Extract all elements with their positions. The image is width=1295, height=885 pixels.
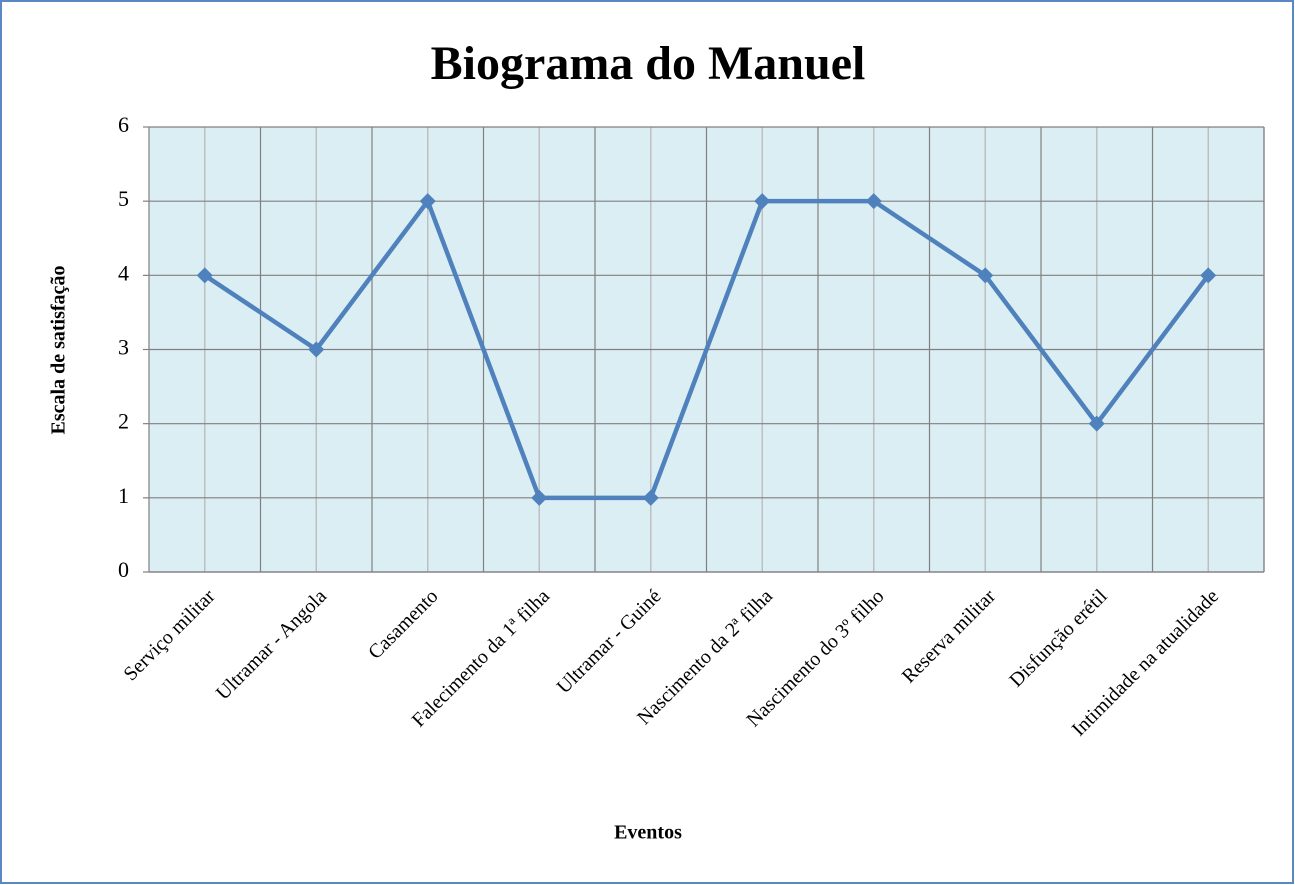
y-tick-label: 1 xyxy=(118,483,129,508)
point-marker xyxy=(1200,267,1217,284)
x-axis-label: Eventos xyxy=(614,822,682,844)
y-tick-label: 0 xyxy=(118,557,129,582)
point-marker xyxy=(531,489,548,506)
point-marker xyxy=(865,193,882,210)
y-tick-label: 3 xyxy=(118,335,129,360)
point-marker xyxy=(754,193,771,210)
y-tick-label: 5 xyxy=(118,186,129,211)
chart-title: Biograma do Manuel xyxy=(431,37,866,90)
point-marker xyxy=(419,193,436,210)
series-line xyxy=(203,198,1211,501)
point-marker xyxy=(308,341,325,358)
y-tick-label: 6 xyxy=(118,112,129,137)
y-tick-label: 2 xyxy=(118,409,129,434)
point-marker xyxy=(196,267,213,284)
y-axis-label: Escala de satisfação xyxy=(48,266,70,435)
point-marker xyxy=(642,489,659,506)
y-tick-label: 4 xyxy=(118,260,129,285)
point-marker xyxy=(1088,415,1105,432)
point-marker xyxy=(977,267,994,284)
